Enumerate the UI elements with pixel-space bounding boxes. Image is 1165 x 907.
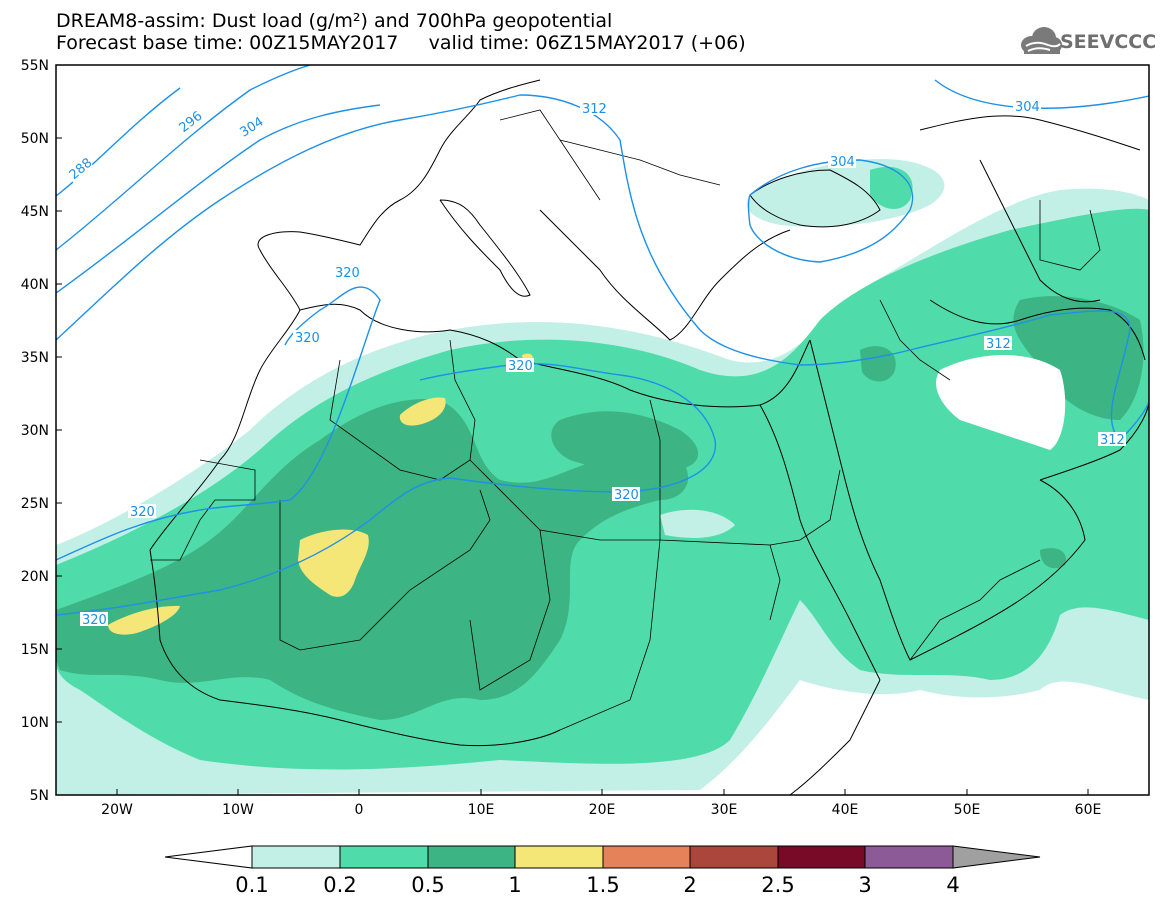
lat-label: 40N bbox=[21, 277, 49, 293]
contour-label: 320 bbox=[130, 505, 155, 520]
colorbar-label: 2 bbox=[683, 873, 696, 897]
colorbar-bin bbox=[602, 845, 691, 869]
colorbar-bin bbox=[777, 845, 866, 869]
colorbar-extend-low bbox=[164, 845, 253, 869]
contour-label: 320 bbox=[508, 359, 533, 374]
borders bbox=[150, 109, 1101, 731]
contour-label: 320 bbox=[82, 613, 107, 628]
forecast-time-line: Forecast base time: 00Z15MAY2017 valid t… bbox=[56, 32, 746, 54]
colorbar-bin bbox=[251, 845, 341, 869]
map-title: DREAM8-assim: Dust load (g/m²) and 700hP… bbox=[56, 10, 613, 32]
coastlines bbox=[149, 79, 1149, 795]
colorbar-labels: 0.1 0.2 0.5 1 1.5 2 2.5 3 4 bbox=[235, 873, 959, 897]
contour-label: 312 bbox=[582, 102, 607, 117]
contour-label: 320 bbox=[335, 266, 360, 281]
lat-label: 10N bbox=[21, 715, 49, 731]
lon-label: 60E bbox=[1075, 802, 1102, 818]
lat-label: 5N bbox=[30, 788, 49, 804]
contour-label: 312 bbox=[1100, 433, 1125, 448]
lat-label: 25N bbox=[21, 496, 49, 512]
colorbar-extend-high bbox=[952, 845, 1041, 869]
lon-label: 50E bbox=[954, 802, 981, 818]
contour-label: 320 bbox=[614, 488, 639, 503]
axis-ticks bbox=[56, 64, 1089, 795]
contour-label: 312 bbox=[986, 337, 1011, 352]
lon-label: 10E bbox=[468, 802, 495, 818]
lon-label: 0 bbox=[355, 802, 364, 818]
colorbar-bin bbox=[427, 845, 516, 869]
lon-label: 10W bbox=[222, 802, 254, 818]
logo-text: SEEVCCC bbox=[1060, 31, 1157, 53]
contour-labels: 288 296 304 312 304 304 320 320 320 320 … bbox=[64, 99, 1126, 628]
contour-label: 304 bbox=[830, 155, 855, 170]
colorbar-label: 1 bbox=[508, 873, 521, 897]
latitude-labels: 55N 50N 45N 40N 35N 30N 25N 20N 15N 10N … bbox=[21, 58, 49, 804]
colorbar-label: 1.5 bbox=[586, 873, 619, 897]
colorbar-label: 0.2 bbox=[323, 873, 356, 897]
lon-label: 20W bbox=[101, 802, 133, 818]
lat-label: 55N bbox=[21, 58, 49, 74]
lat-label: 35N bbox=[21, 350, 49, 366]
lat-label: 50N bbox=[21, 131, 49, 147]
lon-label: 20E bbox=[589, 802, 616, 818]
lat-label: 30N bbox=[21, 423, 49, 439]
lon-label: 30E bbox=[711, 802, 738, 818]
colorbar-label: 3 bbox=[858, 873, 871, 897]
colorbar-bin bbox=[864, 845, 954, 869]
lat-label: 20N bbox=[21, 569, 49, 585]
contour-label: 304 bbox=[1015, 100, 1040, 115]
cloud-logo-icon bbox=[1021, 27, 1062, 54]
lat-label: 15N bbox=[21, 642, 49, 658]
dust-field bbox=[56, 159, 1149, 795]
colorbar-bin bbox=[514, 845, 604, 869]
contour-label: 320 bbox=[295, 331, 320, 346]
longitude-labels: 20W 10W 0 10E 20E 30E 40E 50E 60E bbox=[101, 802, 1101, 818]
colorbar-label: 0.5 bbox=[411, 873, 444, 897]
colorbar-bin bbox=[689, 845, 779, 869]
colorbar-label: 2.5 bbox=[761, 873, 794, 897]
lat-label: 45N bbox=[21, 204, 49, 220]
colorbar-bin bbox=[339, 845, 429, 869]
colorbar-label: 4 bbox=[946, 873, 959, 897]
geopotential-contours bbox=[56, 65, 1149, 616]
colorbar bbox=[164, 845, 1041, 869]
colorbar-label: 0.1 bbox=[235, 873, 268, 897]
lon-label: 40E bbox=[832, 802, 859, 818]
